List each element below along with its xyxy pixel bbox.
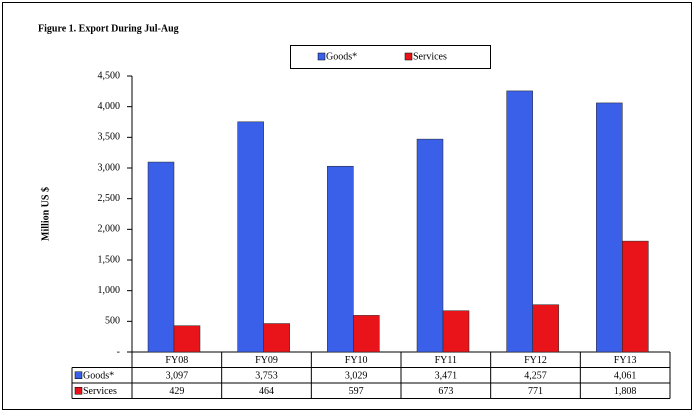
- table-value: 464: [259, 386, 274, 397]
- bar: [237, 121, 264, 353]
- y-tick-label: 4,000: [98, 101, 121, 112]
- y-tick-label: 3,500: [98, 132, 121, 143]
- legend-swatch: [317, 52, 326, 61]
- table-value: 3,471: [435, 371, 458, 382]
- bar: [327, 165, 354, 353]
- y-axis-label: Million US $: [40, 187, 51, 241]
- x-tick-label: FY11: [435, 355, 457, 366]
- bar: [442, 310, 470, 353]
- x-tick-label: FY08: [165, 355, 188, 366]
- bar: [532, 304, 559, 353]
- bar: [622, 240, 649, 353]
- bar: [353, 315, 380, 353]
- y-tick-label: 4,500: [98, 70, 121, 81]
- table-value: 1,808: [614, 386, 637, 397]
- bar: [416, 138, 444, 353]
- chart-title: Figure 1. Export During Jul-Aug: [38, 23, 179, 34]
- y-tick-label: 2,500: [98, 193, 121, 204]
- legend-swatch: [404, 52, 413, 61]
- table-value: 3,029: [345, 371, 368, 382]
- y-tick-label: 500: [105, 316, 120, 327]
- frame: [2, 2, 692, 410]
- table-value: 597: [349, 386, 364, 397]
- table-value: 429: [169, 386, 184, 397]
- table-value: 3,753: [255, 371, 278, 382]
- bar: [596, 102, 623, 353]
- bar: [173, 325, 201, 353]
- table-swatch: [74, 371, 83, 379]
- table-row-label: Goods*: [83, 371, 114, 382]
- bar: [263, 323, 290, 353]
- table-value: 3,097: [166, 371, 189, 382]
- legend-box: [290, 45, 491, 69]
- y-tick-label: 3,000: [98, 162, 121, 173]
- bar: [506, 90, 533, 353]
- table-swatch: [74, 387, 83, 395]
- table-value: 771: [528, 386, 543, 397]
- x-tick-label: FY12: [524, 355, 547, 366]
- x-tick-label: FY09: [255, 355, 278, 366]
- y-tick-label: 2,000: [98, 224, 121, 235]
- legend-label: Services: [413, 51, 447, 62]
- table-value: 673: [438, 386, 453, 397]
- table-row-label: Services: [83, 386, 117, 397]
- y-tick-label: -: [117, 346, 120, 357]
- y-tick-label: 1,500: [98, 254, 121, 265]
- table-value: 4,257: [524, 371, 547, 382]
- x-tick-label: FY10: [345, 355, 368, 366]
- legend-label: Goods*: [326, 51, 357, 62]
- table-value: 4,061: [614, 371, 637, 382]
- x-tick-label: FY13: [614, 355, 637, 366]
- bar: [147, 161, 175, 353]
- y-tick-label: 1,000: [98, 285, 121, 296]
